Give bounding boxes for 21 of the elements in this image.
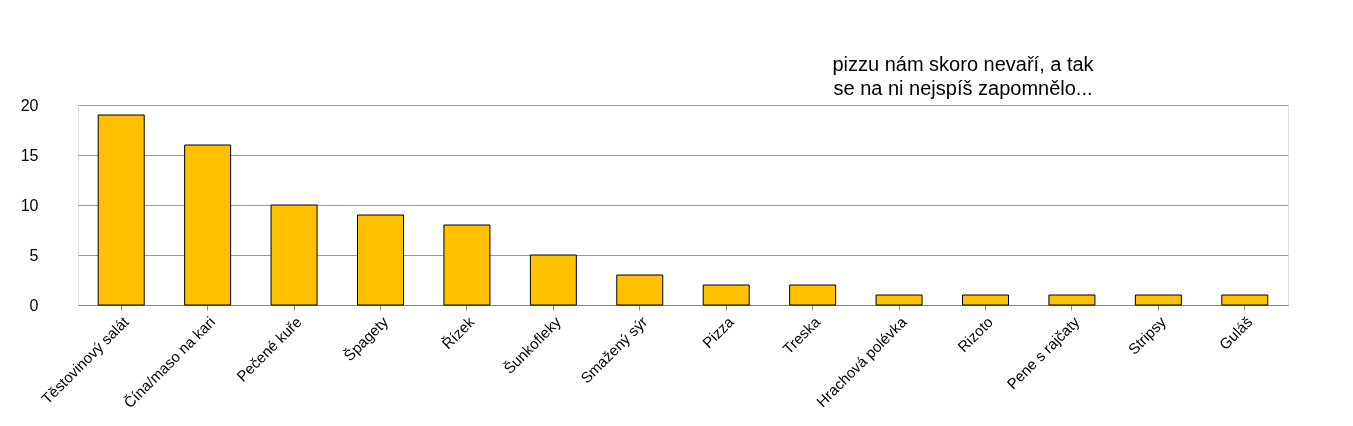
y-tick-label: 0 xyxy=(29,296,39,314)
bar xyxy=(789,284,837,306)
bar xyxy=(270,204,318,306)
bar xyxy=(97,114,145,306)
bar xyxy=(529,254,577,306)
bar xyxy=(616,274,664,306)
bar xyxy=(443,224,491,306)
bar xyxy=(1221,294,1269,306)
bar xyxy=(962,294,1009,306)
y-tick-label: 20 xyxy=(20,96,39,114)
bar xyxy=(1048,294,1096,306)
bar xyxy=(357,214,404,306)
bar xyxy=(1134,294,1182,306)
bar xyxy=(184,144,232,306)
bar xyxy=(702,284,750,306)
y-tick-label: 5 xyxy=(29,246,39,264)
text: se na ni nejspíš zapomnělo... xyxy=(833,77,1093,99)
y-tick-label: 10 xyxy=(20,196,39,214)
text: pizzu nám skoro nevaří, a tak xyxy=(832,53,1095,75)
y-tick-label: 15 xyxy=(20,146,39,164)
bar xyxy=(875,294,923,306)
